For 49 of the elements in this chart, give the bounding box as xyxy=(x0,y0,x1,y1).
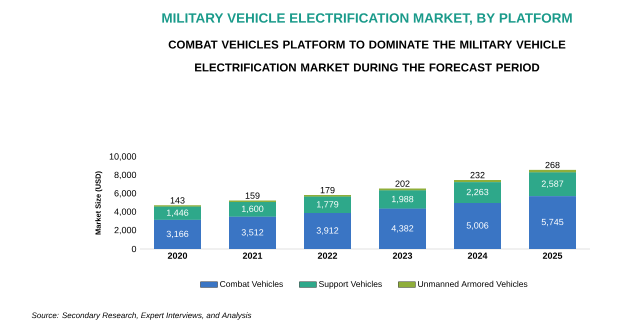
bar xyxy=(304,213,352,249)
legend-label: Combat Vehicles xyxy=(220,280,283,287)
x-tick-label: 2020 xyxy=(168,252,188,259)
bar xyxy=(304,196,352,214)
bar xyxy=(229,202,276,217)
data-label: 1,779 xyxy=(316,201,338,209)
data-label: 143 xyxy=(170,197,185,204)
data-label: 2,263 xyxy=(466,188,488,196)
bar xyxy=(154,206,201,220)
bar xyxy=(454,182,502,203)
data-label: 2,587 xyxy=(542,180,564,188)
y-tick-label: 10,000 xyxy=(110,153,136,161)
bar xyxy=(154,220,201,249)
chart-title: MILITARY VEHICLE ELECTRIFICATION MARKET, BY PLATFORM xyxy=(162,13,572,25)
legend-label: Unmanned Armored Vehicles xyxy=(418,280,528,287)
data-label: 5,745 xyxy=(542,218,564,226)
data-label: 268 xyxy=(545,162,560,168)
x-tick-label: 2022 xyxy=(318,252,338,259)
data-label: 202 xyxy=(395,180,410,187)
bar xyxy=(379,208,426,249)
data-label: 3,166 xyxy=(166,230,188,238)
data-label: 1,988 xyxy=(392,196,414,204)
data-label: 232 xyxy=(470,172,485,178)
bar xyxy=(454,180,502,182)
x-tick-label: 2021 xyxy=(242,252,262,259)
bar xyxy=(379,190,426,209)
bar xyxy=(454,202,502,249)
bar xyxy=(529,172,576,196)
y-tick-label: 4,000 xyxy=(114,208,136,216)
bar xyxy=(529,196,576,249)
bar xyxy=(529,170,576,172)
y-tick-label: 6,000 xyxy=(114,190,136,198)
data-label: 3,512 xyxy=(242,229,264,237)
data-label: 1,446 xyxy=(166,210,188,217)
data-label: 5,006 xyxy=(466,222,488,230)
text: COMBAT VEHICLES PLATFORM TO DOMINATE THE MILITARY VEHICLE ELECTRIFICATION MARKET DURING THE FORECAST PERIOD xyxy=(168,40,566,72)
data-label: 179 xyxy=(320,186,335,194)
data-label: 1,600 xyxy=(242,206,264,214)
y-tick-label: 8,000 xyxy=(114,172,136,180)
data-label: 4,382 xyxy=(391,225,414,233)
x-tick-label: 2023 xyxy=(392,252,412,259)
x-tick-label: 2024 xyxy=(468,252,488,259)
x-tick-label: 2025 xyxy=(542,252,562,259)
data-label: 3,912 xyxy=(316,227,338,235)
y-tick-label: 0 xyxy=(132,246,136,252)
data-label: 159 xyxy=(246,192,260,199)
legend-label: Support Vehicles xyxy=(319,280,382,289)
bar xyxy=(229,216,276,249)
y-tick-label: 2,000 xyxy=(114,226,136,234)
